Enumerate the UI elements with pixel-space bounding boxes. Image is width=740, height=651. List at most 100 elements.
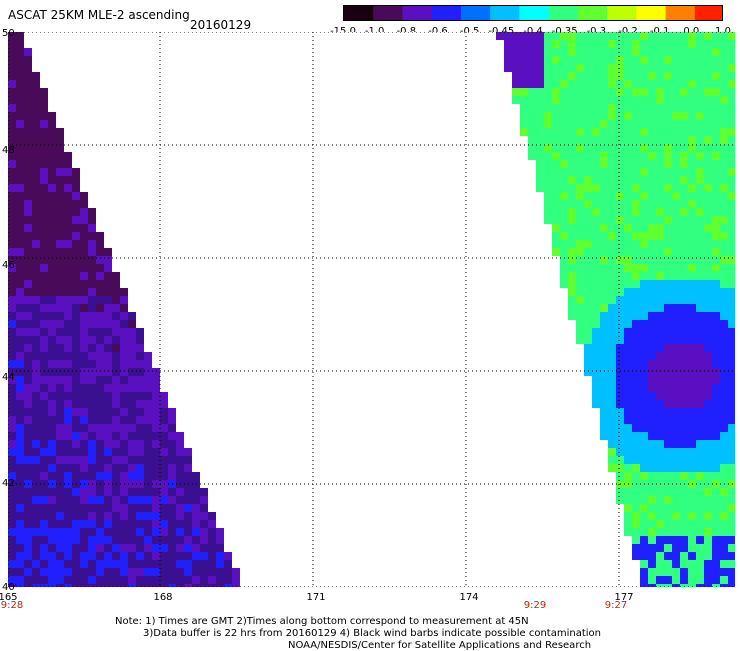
swath-pixel [624,328,632,336]
swath-pixel [704,80,712,88]
swath-pixel [48,424,56,432]
swath-pixel [640,376,648,384]
swath-pixel [664,312,672,320]
swath-pixel [136,528,144,536]
swath-pixel [592,288,600,296]
swath-pixel [144,392,152,400]
swath-pixel [664,272,672,280]
swath-pixel [48,368,56,376]
swath-pixel [568,32,576,40]
swath-pixel [616,40,624,48]
swath-pixel [48,440,56,448]
swath-pixel [24,424,32,432]
swath-pixel [72,224,80,232]
swath-pixel [656,512,664,520]
swath-pixel [688,544,696,552]
swath-pixel [688,56,696,64]
swath-pixel [568,200,576,208]
swath-pixel [104,496,112,504]
swath-pixel [664,496,672,504]
swath-pixel [600,184,608,192]
color-scale-label: -0.1 [649,26,670,37]
swath-pixel [656,560,664,568]
swath-pixel [720,344,728,352]
swath-pixel [728,504,735,512]
swath-pixel [128,544,136,552]
swath-pixel [616,56,624,64]
swath-pixel [16,336,24,344]
swath-pixel [712,288,720,296]
swath-pixel [48,472,56,480]
swath-pixel [512,40,520,48]
swath-pixel [56,376,64,384]
swath-pixel [568,152,576,160]
swath-pixel [664,136,672,144]
swath-pixel [608,200,616,208]
swath-pixel [616,232,624,240]
swath-pixel [624,240,632,248]
swath-pixel [128,336,136,344]
swath-pixel [216,576,224,584]
swath-pixel [712,56,720,64]
swath-pixel [712,280,720,288]
swath-pixel [160,512,168,520]
swath-pixel [600,96,608,104]
swath-pixel [112,584,120,587]
swath-pixel [680,80,688,88]
swath-pixel [16,184,24,192]
swath-pixel [640,472,648,480]
swath-pixel [80,328,88,336]
swath-pixel [688,104,696,112]
swath-pixel [48,560,56,568]
time-label: 9:27 [604,600,628,611]
swath-pixel [704,96,712,104]
swath-pixel [592,280,600,288]
swath-pixel [16,568,24,576]
swath-pixel [616,488,624,496]
swath-pixel [648,48,656,56]
swath-pixel [8,112,16,120]
swath-pixel [600,200,608,208]
swath-pixel [96,376,104,384]
swath-pixel [24,224,32,232]
swath-pixel [168,440,176,448]
swath-pixel [32,352,40,360]
swath-pixel [112,336,120,344]
swath-pixel [720,280,728,288]
swath-pixel [648,312,656,320]
swath-pixel [96,488,104,496]
swath-pixel [624,456,632,464]
swath-pixel [640,216,648,224]
swath-pixel [608,464,616,472]
swath-pixel [64,392,72,400]
swath-pixel [720,152,728,160]
swath-pixel [40,88,48,96]
swath-pixel [552,224,560,232]
swath-pixel [680,360,688,368]
swath-pixel [584,344,592,352]
swath-pixel [672,304,680,312]
swath-pixel [32,248,40,256]
swath-pixel [80,216,88,224]
swath-pixel [688,32,696,40]
swath-pixel [208,576,216,584]
swath-pixel [208,536,216,544]
swath-pixel [672,32,680,40]
swath-pixel [632,248,640,256]
swath-pixel [48,288,56,296]
swath-pixel [224,560,232,568]
swath-pixel [128,520,136,528]
swath-pixel [608,168,616,176]
swath-pixel [192,584,200,587]
swath-pixel [80,192,88,200]
swath-pixel [192,552,200,560]
swath-pixel [24,416,32,424]
swath-pixel [704,264,712,272]
swath-pixel [8,128,16,136]
swath-pixel [56,440,64,448]
swath-pixel [608,160,616,168]
swath-pixel [584,312,592,320]
swath-pixel [160,448,168,456]
swath-pixel [624,344,632,352]
swath-pixel [728,424,735,432]
